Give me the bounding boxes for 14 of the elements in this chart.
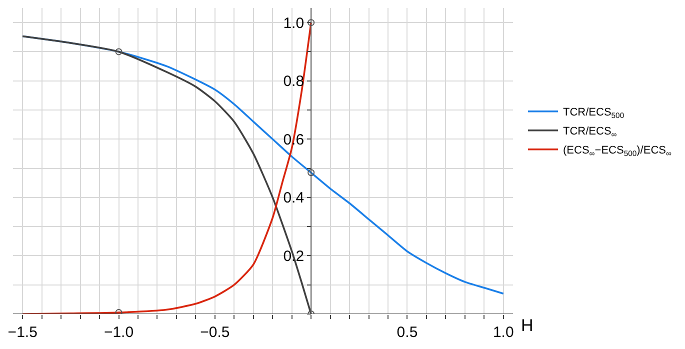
y-tick-label: 1.0	[283, 14, 304, 32]
point	[308, 19, 315, 26]
point	[115, 48, 122, 56]
legend-label: TCR/ECS$_{∞}$	[563, 126, 618, 139]
x-axis-title: H	[521, 316, 534, 335]
legend-label: TCR/ECS$_{500}$	[563, 106, 624, 120]
y-tick-label: 0.4	[283, 190, 304, 207]
point	[308, 169, 315, 176]
x-tick-label: 1.0	[492, 324, 514, 341]
x-tick-label: 0.5	[396, 324, 418, 341]
x-tick-label: −0.5	[200, 324, 230, 341]
legend-label: (ECS$_{∞}$−ECS$_{500}$)/ECS$_{∞}$	[563, 144, 672, 158]
x-tick-label: −1.5	[8, 324, 38, 341]
x-tick-label: −1.0	[104, 324, 134, 341]
